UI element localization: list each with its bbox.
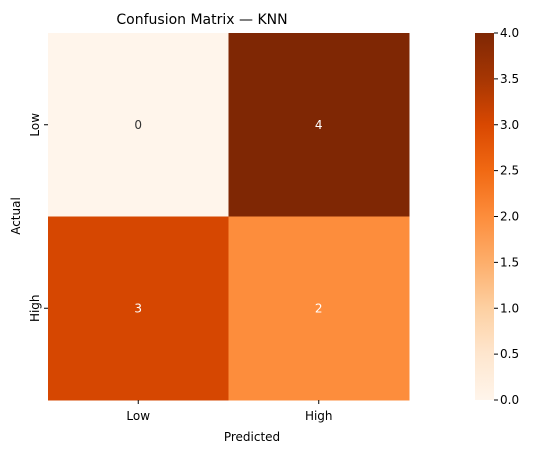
heatmap-cell [48, 33, 229, 217]
cell-value: 2 [315, 301, 323, 315]
colorbar-tick-label: 4.0 [500, 26, 519, 40]
cell-value: 3 [134, 301, 142, 315]
cell-value: 0 [134, 118, 142, 132]
colorbar-tick-label: 3.5 [500, 72, 519, 86]
colorbar-tick-label: 2.0 [500, 210, 519, 224]
cell-value: 4 [315, 118, 323, 132]
heatmap-cell [228, 216, 410, 401]
chart-title: Confusion Matrix — KNN [116, 12, 287, 28]
x-axis: Low High [126, 400, 333, 423]
x-axis-label: Predicted [224, 430, 280, 444]
colorbar-tick-label: 2.5 [500, 164, 519, 178]
cell-annotations: 0 4 3 2 [134, 118, 322, 316]
y-tick-label: High [28, 294, 42, 322]
colorbar-tick-label: 0.5 [500, 347, 519, 361]
colorbar-tick-label: 3.0 [500, 118, 519, 132]
colorbar-tick-label: 1.5 [500, 255, 519, 269]
x-tick-label: Low [126, 409, 150, 423]
y-tick-label: Low [28, 113, 42, 137]
colorbar-tick-label: 1.0 [500, 301, 519, 315]
colorbar-ticks: 0.0 0.5 1.0 1.5 2.0 2.5 3.0 3.5 4.0 [494, 26, 519, 407]
y-axis-label: Actual [9, 197, 23, 235]
x-tick-label: High [305, 409, 333, 423]
colorbar-tick-label: 0.0 [500, 393, 519, 407]
heatmap-cell [228, 33, 410, 217]
heatmap-cell [48, 216, 229, 401]
y-axis: Low High [28, 113, 48, 322]
heatmap-cells [48, 33, 410, 401]
colorbar [475, 33, 494, 400]
